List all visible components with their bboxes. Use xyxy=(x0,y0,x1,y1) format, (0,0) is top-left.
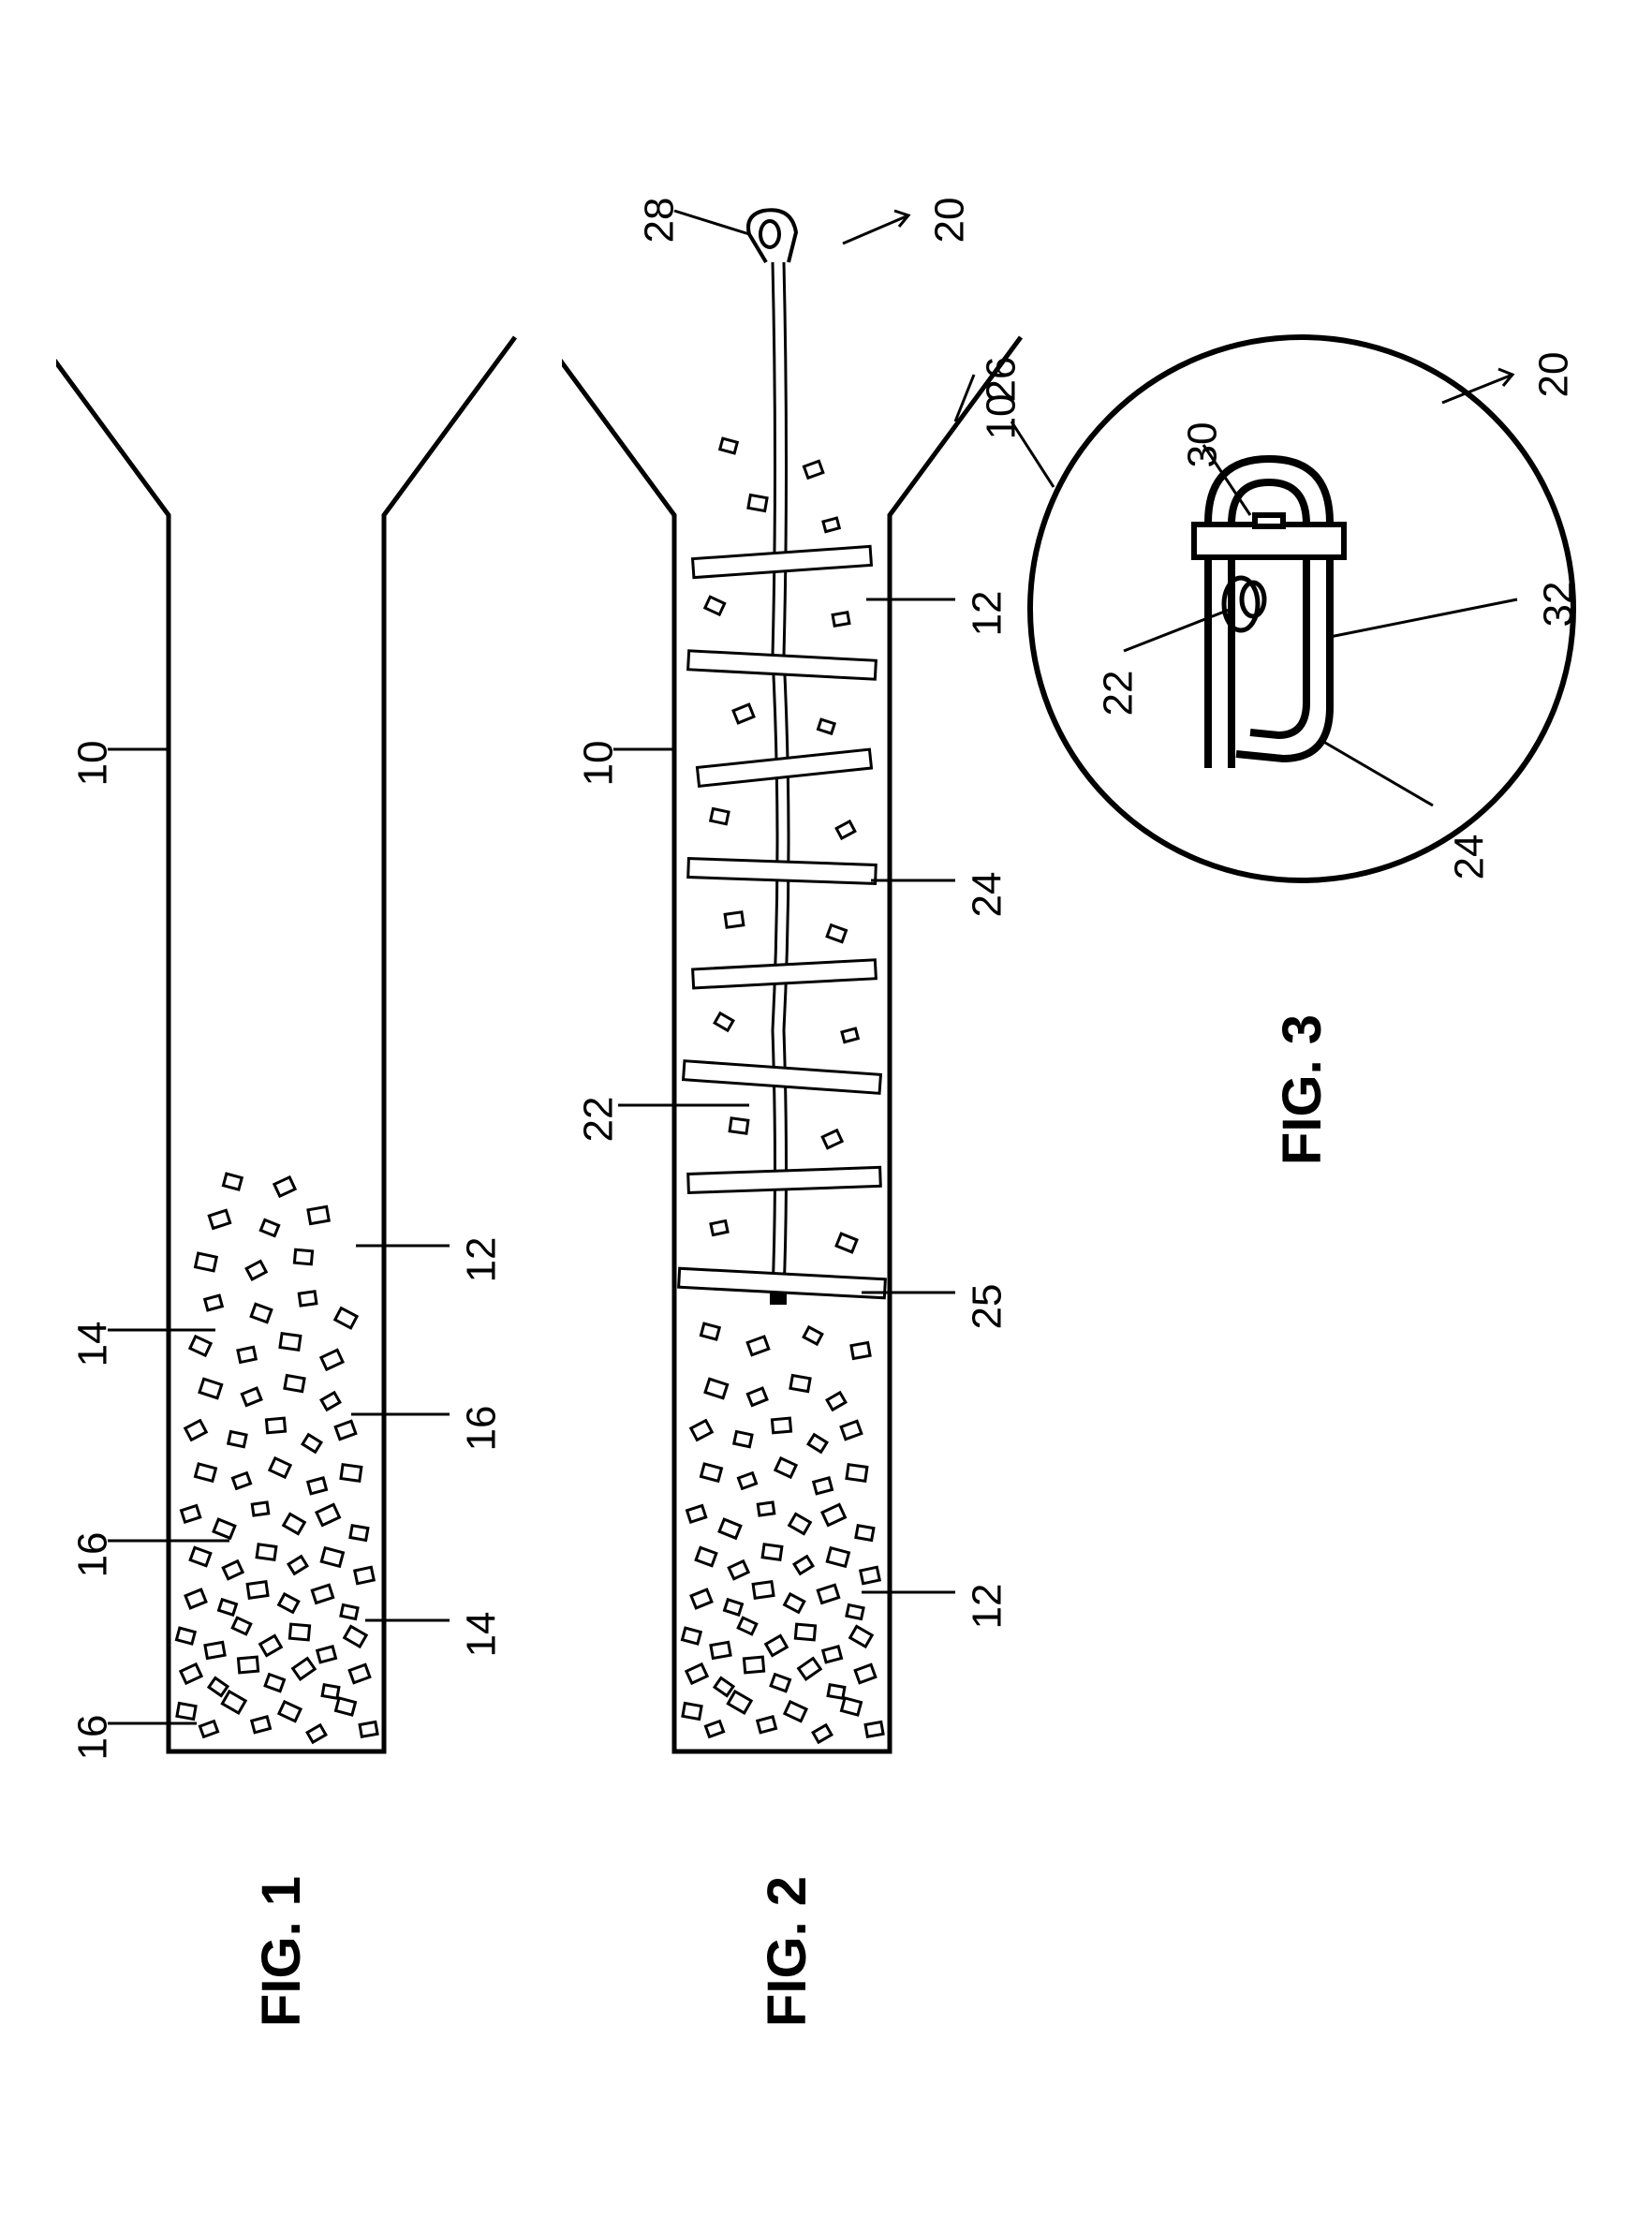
fig3-ref-10: 10 xyxy=(978,394,1025,440)
fig2-ref-25: 25 xyxy=(964,1284,1010,1330)
fig2-ref-10: 10 xyxy=(575,741,622,787)
fig1-ref-14b: 14 xyxy=(458,1612,505,1658)
fig3-ref-24: 24 xyxy=(1446,835,1493,880)
figure-1-svg xyxy=(56,94,618,2154)
fig1-ref-16c: 16 xyxy=(69,1715,116,1761)
fig1-label: FIG. 1 xyxy=(250,1876,313,2027)
fig3-ref-22: 22 xyxy=(1095,671,1142,717)
fig1-ref-14a: 14 xyxy=(69,1322,116,1367)
fig3-ref-30: 30 xyxy=(1179,422,1226,468)
fig3-ref-32: 32 xyxy=(1535,582,1582,628)
fig3-ref-20: 20 xyxy=(1530,352,1577,398)
fig2-label: FIG. 2 xyxy=(756,1876,819,2027)
fig1-ref-10: 10 xyxy=(69,741,116,787)
fig1-ref-16b: 16 xyxy=(69,1532,116,1578)
fig1-ref-16a: 16 xyxy=(458,1406,505,1452)
fig3-label: FIG. 3 xyxy=(1271,1014,1334,1165)
fig2-ref-28: 28 xyxy=(636,198,683,244)
fig2-ref-22: 22 xyxy=(575,1097,622,1143)
fig2-ref-20: 20 xyxy=(926,198,973,244)
fig2-ref-12b: 12 xyxy=(964,1584,1010,1630)
fig1-ref-12: 12 xyxy=(458,1237,505,1283)
